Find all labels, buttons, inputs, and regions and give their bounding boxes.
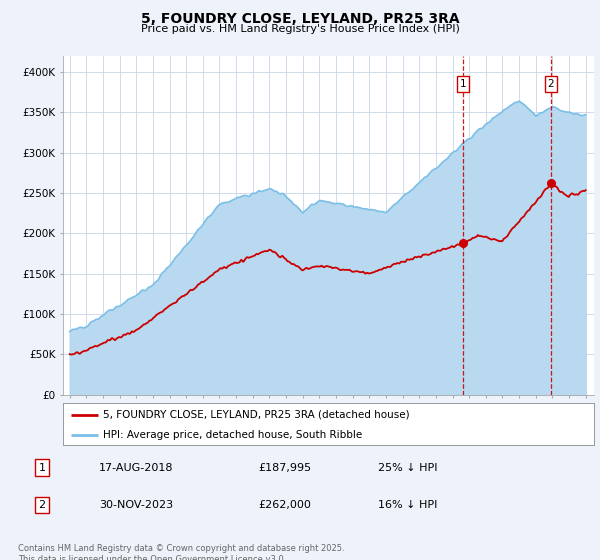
Text: £187,995: £187,995 [258,463,311,473]
Text: 5, FOUNDRY CLOSE, LEYLAND, PR25 3RA (detached house): 5, FOUNDRY CLOSE, LEYLAND, PR25 3RA (det… [103,410,409,420]
Text: 30-NOV-2023: 30-NOV-2023 [99,500,173,510]
Text: £262,000: £262,000 [258,500,311,510]
Text: 17-AUG-2018: 17-AUG-2018 [99,463,173,473]
Text: 2: 2 [38,500,46,510]
Text: 2: 2 [548,79,554,89]
Text: Contains HM Land Registry data © Crown copyright and database right 2025.
This d: Contains HM Land Registry data © Crown c… [18,544,344,560]
Text: 1: 1 [38,463,46,473]
Text: 1: 1 [460,79,466,89]
Text: 16% ↓ HPI: 16% ↓ HPI [378,500,437,510]
Text: Price paid vs. HM Land Registry's House Price Index (HPI): Price paid vs. HM Land Registry's House … [140,24,460,34]
Text: 5, FOUNDRY CLOSE, LEYLAND, PR25 3RA: 5, FOUNDRY CLOSE, LEYLAND, PR25 3RA [140,12,460,26]
Text: 25% ↓ HPI: 25% ↓ HPI [378,463,437,473]
Text: HPI: Average price, detached house, South Ribble: HPI: Average price, detached house, Sout… [103,430,362,440]
